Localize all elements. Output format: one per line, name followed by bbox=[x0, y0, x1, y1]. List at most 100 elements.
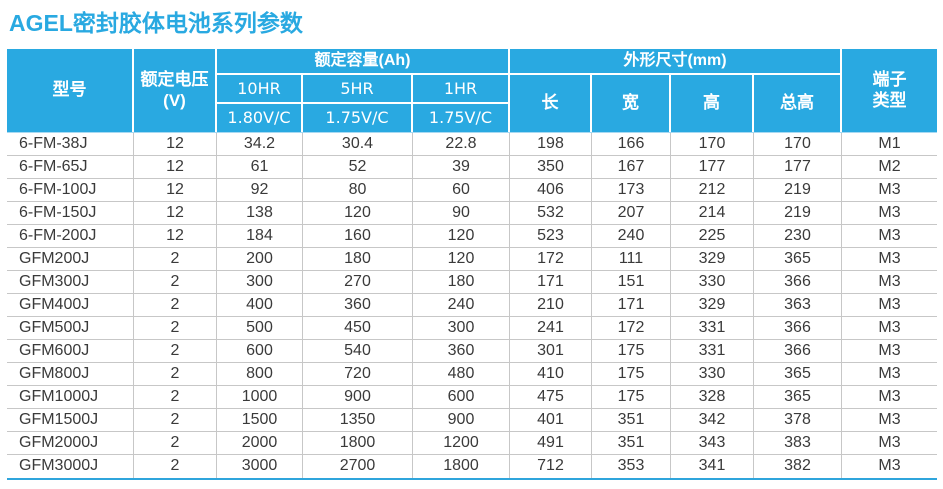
voltage-cell: 2 bbox=[134, 294, 216, 316]
voltage-cell: 2 bbox=[134, 386, 216, 408]
capacity-1hr-cell: 480 bbox=[413, 363, 509, 385]
model-cell: GFM1000J bbox=[7, 386, 133, 408]
voltage-cell: 2 bbox=[134, 317, 216, 339]
model-cell: GFM2000J bbox=[7, 432, 133, 454]
terminal-cell: M3 bbox=[842, 248, 937, 270]
col-header-terminal: 端子 类型 bbox=[842, 49, 937, 132]
capacity-1hr-cell: 360 bbox=[413, 340, 509, 362]
height-cell: 212 bbox=[671, 179, 753, 201]
height-cell: 341 bbox=[671, 455, 753, 478]
capacity-10hr-cell: 1000 bbox=[217, 386, 302, 408]
height-cell: 342 bbox=[671, 409, 753, 431]
length-cell: 241 bbox=[510, 317, 591, 339]
capacity-10hr-cell: 138 bbox=[217, 202, 302, 224]
col-header-voltage-line1: 额定电压 bbox=[140, 70, 209, 90]
voltage-cell: 12 bbox=[134, 133, 216, 155]
terminal-cell: M3 bbox=[842, 432, 937, 454]
col-header-length: 长 bbox=[510, 75, 590, 132]
length-cell: 198 bbox=[510, 133, 591, 155]
model-cell: GFM400J bbox=[7, 294, 133, 316]
col-header-model: 型号 bbox=[7, 49, 132, 132]
capacity-5hr-cell: 80 bbox=[303, 179, 412, 201]
total-height-cell: 365 bbox=[754, 248, 841, 270]
terminal-cell: M3 bbox=[842, 340, 937, 362]
height-cell: 343 bbox=[671, 432, 753, 454]
capacity-5hr-cell: 1350 bbox=[303, 409, 412, 431]
terminal-cell: M2 bbox=[842, 156, 937, 178]
width-cell: 353 bbox=[592, 455, 670, 478]
col-header-voltage-line2: (V) bbox=[163, 90, 186, 110]
capacity-10hr-cell: 61 bbox=[217, 156, 302, 178]
voltage-cell: 12 bbox=[134, 225, 216, 247]
width-cell: 173 bbox=[592, 179, 670, 201]
capacity-5hr-cell: 120 bbox=[303, 202, 412, 224]
length-cell: 171 bbox=[510, 271, 591, 293]
total-height-cell: 383 bbox=[754, 432, 841, 454]
capacity-5hr-cell: 160 bbox=[303, 225, 412, 247]
length-cell: 532 bbox=[510, 202, 591, 224]
total-height-cell: 382 bbox=[754, 455, 841, 478]
width-cell: 171 bbox=[592, 294, 670, 316]
terminal-cell: M3 bbox=[842, 202, 937, 224]
model-cell: GFM3000J bbox=[7, 455, 133, 478]
capacity-10hr-cell: 200 bbox=[217, 248, 302, 270]
capacity-1hr-cell: 120 bbox=[413, 225, 509, 247]
col-header-10hr: 10HR bbox=[217, 75, 301, 102]
col-header-5hr-cutoff: 1.75V/C bbox=[303, 104, 411, 132]
col-header-terminal-line2: 类型 bbox=[872, 90, 907, 110]
model-cell: GFM200J bbox=[7, 248, 133, 270]
capacity-10hr-cell: 3000 bbox=[217, 455, 302, 478]
length-cell: 350 bbox=[510, 156, 591, 178]
voltage-cell: 2 bbox=[134, 409, 216, 431]
capacity-5hr-cell: 720 bbox=[303, 363, 412, 385]
model-cell: 6-FM-65J bbox=[7, 156, 133, 178]
table-header: 型号 额定电压 (V) 额定容量(Ah) 外形尺寸(mm) 端子 类型 10HR… bbox=[7, 49, 937, 133]
capacity-10hr-cell: 2000 bbox=[217, 432, 302, 454]
capacity-1hr-cell: 900 bbox=[413, 409, 509, 431]
col-header-voltage: 额定电压 (V) bbox=[134, 49, 215, 132]
col-header-5hr: 5HR bbox=[303, 75, 411, 102]
voltage-cell: 2 bbox=[134, 340, 216, 362]
total-height-cell: 366 bbox=[754, 317, 841, 339]
width-cell: 175 bbox=[592, 340, 670, 362]
capacity-1hr-cell: 39 bbox=[413, 156, 509, 178]
length-cell: 401 bbox=[510, 409, 591, 431]
length-cell: 172 bbox=[510, 248, 591, 270]
capacity-1hr-cell: 120 bbox=[413, 248, 509, 270]
col-header-10hr-cutoff: 1.80V/C bbox=[217, 104, 301, 132]
terminal-cell: M3 bbox=[842, 386, 937, 408]
length-cell: 712 bbox=[510, 455, 591, 478]
total-height-cell: 219 bbox=[754, 179, 841, 201]
terminal-cell: M3 bbox=[842, 363, 937, 385]
table-body: 6-FM-38J 12 34.2 30.4 22.8 198 166 170 170 M1 6-FM… bbox=[7, 133, 937, 480]
capacity-10hr-cell: 400 bbox=[217, 294, 302, 316]
width-cell: 175 bbox=[592, 386, 670, 408]
capacity-5hr-cell: 52 bbox=[303, 156, 412, 178]
model-cell: GFM800J bbox=[7, 363, 133, 385]
width-cell: 111 bbox=[592, 248, 670, 270]
col-header-1hr-cutoff: 1.75V/C bbox=[413, 104, 508, 132]
spec-table: 型号 额定电压 (V) 额定容量(Ah) 外形尺寸(mm) 端子 类型 10HR… bbox=[7, 49, 937, 480]
width-cell: 172 bbox=[592, 317, 670, 339]
total-height-cell: 366 bbox=[754, 340, 841, 362]
col-header-height: 高 bbox=[671, 75, 752, 132]
terminal-cell: M3 bbox=[842, 179, 937, 201]
page-title: AGEL密封胶体电池系列参数 bbox=[9, 10, 303, 36]
total-height-cell: 170 bbox=[754, 133, 841, 155]
capacity-1hr-cell: 1800 bbox=[413, 455, 509, 478]
length-cell: 301 bbox=[510, 340, 591, 362]
terminal-cell: M1 bbox=[842, 133, 937, 155]
col-header-width: 宽 bbox=[592, 75, 669, 132]
width-cell: 240 bbox=[592, 225, 670, 247]
total-height-cell: 177 bbox=[754, 156, 841, 178]
width-cell: 166 bbox=[592, 133, 670, 155]
width-cell: 151 bbox=[592, 271, 670, 293]
col-header-1hr: 1HR bbox=[413, 75, 508, 102]
terminal-cell: M3 bbox=[842, 409, 937, 431]
capacity-10hr-cell: 34.2 bbox=[217, 133, 302, 155]
height-cell: 177 bbox=[671, 156, 753, 178]
terminal-cell: M3 bbox=[842, 455, 937, 478]
col-header-total-height: 总高 bbox=[754, 75, 840, 132]
terminal-cell: M3 bbox=[842, 271, 937, 293]
terminal-cell: M3 bbox=[842, 294, 937, 316]
